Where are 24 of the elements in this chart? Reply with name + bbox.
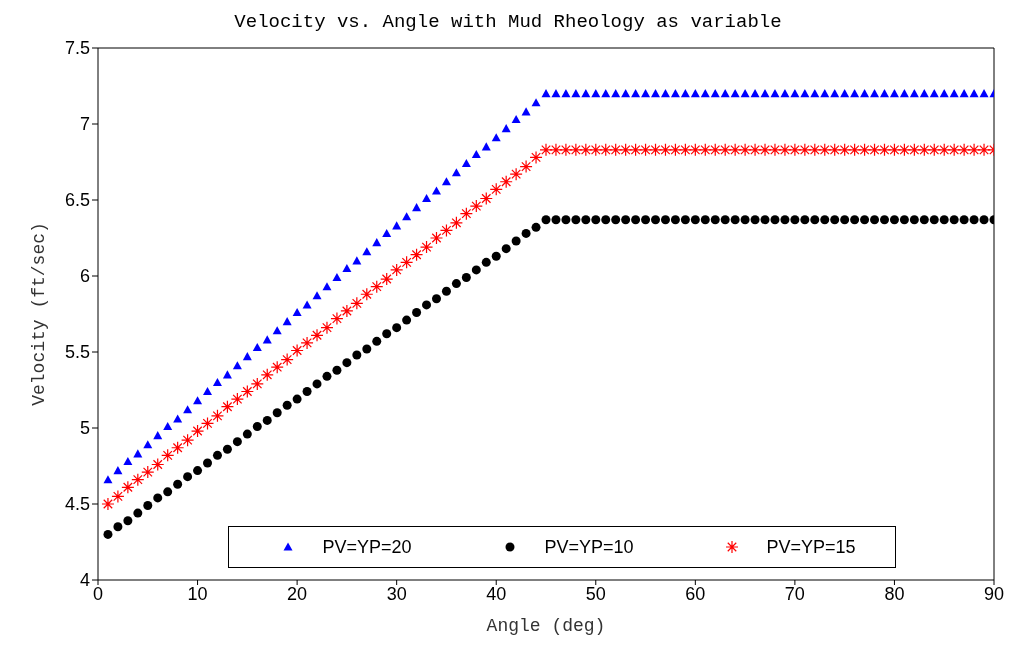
y-tick-label: 5 [79, 418, 90, 439]
x-axis-title: Angle (deg) [486, 615, 606, 636]
y-tick-label: 6.5 [64, 190, 90, 211]
x-tick-label: 80 [884, 583, 905, 604]
y-tick-label: 7.5 [64, 38, 90, 59]
legend-label: PV=YP=20 [322, 536, 412, 558]
x-tick-label: 30 [386, 583, 407, 604]
y-tick-label: 6 [79, 266, 90, 287]
y-tick-label: 4.5 [64, 494, 90, 515]
x-tick-label: 40 [486, 583, 507, 604]
y-tick-label: 5.5 [64, 342, 90, 363]
y-tick-label: 7 [79, 114, 90, 135]
y-tick-label: 4 [79, 570, 90, 591]
chart-title: Velocity vs. Angle with Mud Rheology as variable [233, 10, 783, 35]
x-tick-label: 50 [585, 583, 606, 604]
x-tick-label: 0 [92, 583, 104, 604]
x-tick-label: 60 [685, 583, 706, 604]
legend-label: PV=YP=10 [544, 536, 634, 558]
x-tick-label: 90 [983, 583, 1005, 604]
legend-label: PV=YP=15 [766, 536, 856, 558]
y-axis-title: Velocity (ft/sec) [29, 222, 50, 406]
x-tick-label: 10 [187, 583, 208, 604]
x-tick-label: 20 [287, 583, 308, 604]
x-tick-label: 70 [784, 583, 805, 604]
